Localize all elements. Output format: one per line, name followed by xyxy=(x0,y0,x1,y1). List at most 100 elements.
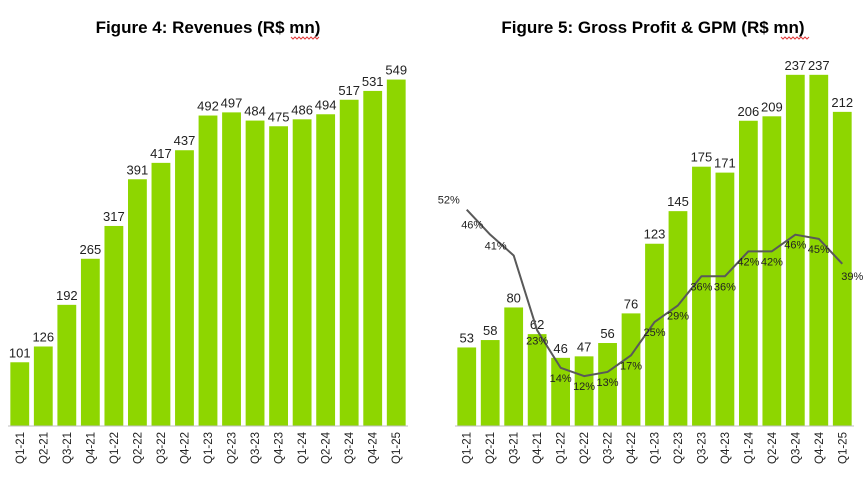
gross-profit-x-tick-label: Q3-24 xyxy=(790,431,802,464)
revenues-x-tick-label: Q4-24 xyxy=(368,431,380,464)
gross-profit-x-tick-label: Q3-23 xyxy=(696,432,708,464)
gross-profit-bar xyxy=(809,74,829,426)
gross-profit-chart-title: Figure 5: Gross Profit & GPM (R$ mn) xyxy=(501,18,804,37)
revenues-bar xyxy=(10,362,30,426)
gross-profit-x-tick-label: Q1-25 xyxy=(837,432,849,464)
gpm-percent-label: 42% xyxy=(737,256,759,268)
gross-profit-x-tick-labels: Q1-21 Q2-21 Q3-21 Q4-21 Q1-22 Q2-22 Q3-22 Q4-22… xyxy=(462,431,850,464)
revenues-value-label: 126 xyxy=(32,329,54,344)
revenues-bar xyxy=(33,346,53,426)
revenues-value-label: 486 xyxy=(291,102,313,117)
revenues-x-tick-label: Q2-22 xyxy=(132,432,144,464)
gpm-percent-label: 23% xyxy=(526,335,548,347)
revenues-bar xyxy=(175,150,194,427)
revenues-x-tick-label: Q4-23 xyxy=(274,432,286,464)
gross-profit-x-tick-label: Q3-21 xyxy=(509,432,521,464)
gpm-percent-label: 46% xyxy=(461,220,483,232)
gross-profit-value-label: 123 xyxy=(644,227,666,242)
revenues-bars xyxy=(10,79,406,427)
gross-profit-bar xyxy=(527,334,547,426)
gross-profit-bar xyxy=(668,211,688,426)
revenues-bar xyxy=(269,126,288,427)
revenues-x-tick-label: Q2-21 xyxy=(38,432,50,464)
revenues-value-label: 265 xyxy=(80,242,102,257)
revenues-bar xyxy=(80,258,100,426)
revenues-value-label: 192 xyxy=(56,288,78,303)
gross-profit-value-label: 206 xyxy=(738,104,760,119)
revenues-x-tick-labels: Q1-21 Q2-21 Q3-21 Q4-21 Q1-22 Q2-22 Q3-22 Q4-22… xyxy=(15,431,403,464)
revenues-value-label: 484 xyxy=(244,104,266,119)
revenues-x-tick-label: Q3-22 xyxy=(156,432,168,464)
gross-profit-bar xyxy=(738,120,758,426)
gross-profit-bar xyxy=(832,111,852,426)
gross-profit-x-tick-label: Q4-24 xyxy=(814,431,826,464)
gross-profit-x-tick-label: Q1-22 xyxy=(556,432,568,464)
gpm-percent-label: 12% xyxy=(573,381,595,393)
revenues-bar xyxy=(292,119,312,427)
revenues-x-tick-label: Q1-23 xyxy=(203,432,215,464)
revenues-x-tick-label: Q1-24 xyxy=(297,431,309,464)
gpm-percent-label: 41% xyxy=(485,240,507,252)
revenues-value-label: 492 xyxy=(197,99,219,114)
gross-profit-bar xyxy=(762,116,782,427)
revenues-bar xyxy=(128,179,147,426)
gpm-percent-label: 13% xyxy=(597,377,619,389)
gpm-percent-label: 14% xyxy=(550,373,572,385)
revenues-x-tick-label: Q1-21 xyxy=(15,432,27,464)
gross-profit-value-label: 47 xyxy=(577,339,591,354)
gross-profit-bar xyxy=(785,74,805,426)
gross-profit-value-label: 209 xyxy=(761,99,783,114)
revenues-bar xyxy=(316,114,336,426)
gross-profit-value-label: 237 xyxy=(784,58,806,73)
gross-profit-value-label: 80 xyxy=(506,290,520,305)
gross-profit-x-tick-label: Q4-21 xyxy=(532,432,544,464)
revenues-x-tick-label: Q1-22 xyxy=(109,432,121,464)
gross-profit-value-label: 53 xyxy=(460,330,474,345)
gpm-percent-label: 45% xyxy=(808,244,830,256)
revenues-x-tick-label: Q2-23 xyxy=(227,432,239,464)
gross-profit-bar xyxy=(645,243,664,426)
gross-profit-bars xyxy=(457,74,852,427)
gross-profit-bar xyxy=(598,343,617,426)
gross-profit-value-label: 58 xyxy=(483,323,497,338)
gpm-percent-labels: 52%46%41%23%14%12% 13%17%25%29%36% 36%42% 4… xyxy=(438,195,864,393)
gross-profit-value-label: 212 xyxy=(831,95,853,110)
revenues-value-label: 101 xyxy=(9,345,31,360)
revenues-value-label: 531 xyxy=(362,74,384,89)
revenues-x-tick-label: Q3-24 xyxy=(344,431,356,464)
revenues-x-tick-label: Q3-21 xyxy=(62,432,74,464)
gross-profit-x-tick-label: Q2-21 xyxy=(485,432,497,464)
revenues-value-label: 437 xyxy=(174,133,196,148)
gross-profit-bar xyxy=(457,347,477,426)
gross-profit-x-tick-label: Q4-22 xyxy=(626,432,638,464)
gross-profit-x-tick-label: Q1-24 xyxy=(743,431,755,464)
revenues-x-tick-label: Q4-22 xyxy=(179,432,191,464)
revenues-x-tick-label: Q4-21 xyxy=(85,432,97,464)
gross-profit-x-tick-label: Q1-23 xyxy=(650,432,662,464)
gross-profit-value-label: 237 xyxy=(808,58,830,73)
revenues-bar xyxy=(363,90,383,427)
gpm-percent-label: 36% xyxy=(690,281,712,293)
gross-profit-bar xyxy=(715,172,735,426)
revenues-value-label: 497 xyxy=(221,95,243,110)
gpm-percent-label: 42% xyxy=(761,256,783,268)
gross-profit-x-tick-label: Q2-23 xyxy=(673,432,685,464)
revenues-bar xyxy=(198,115,218,426)
gross-profit-x-tick-label: Q3-22 xyxy=(603,432,615,464)
revenues-bar xyxy=(151,162,171,426)
revenues-value-label: 317 xyxy=(103,209,125,224)
gross-profit-x-tick-label: Q4-23 xyxy=(720,432,732,464)
gpm-percent-label: 36% xyxy=(714,281,736,293)
gpm-percent-label: 46% xyxy=(784,240,806,252)
gpm-line xyxy=(466,209,843,378)
revenues-chart-title: Figure 4: Revenues (R$ mn) xyxy=(96,18,321,37)
revenues-x-tick-label: Q1-25 xyxy=(391,432,403,464)
gpm-percent-label: 17% xyxy=(620,360,642,372)
revenues-value-label: 517 xyxy=(338,83,360,98)
gross-profit-bar xyxy=(504,307,524,426)
revenues-value-label: 391 xyxy=(127,162,149,177)
